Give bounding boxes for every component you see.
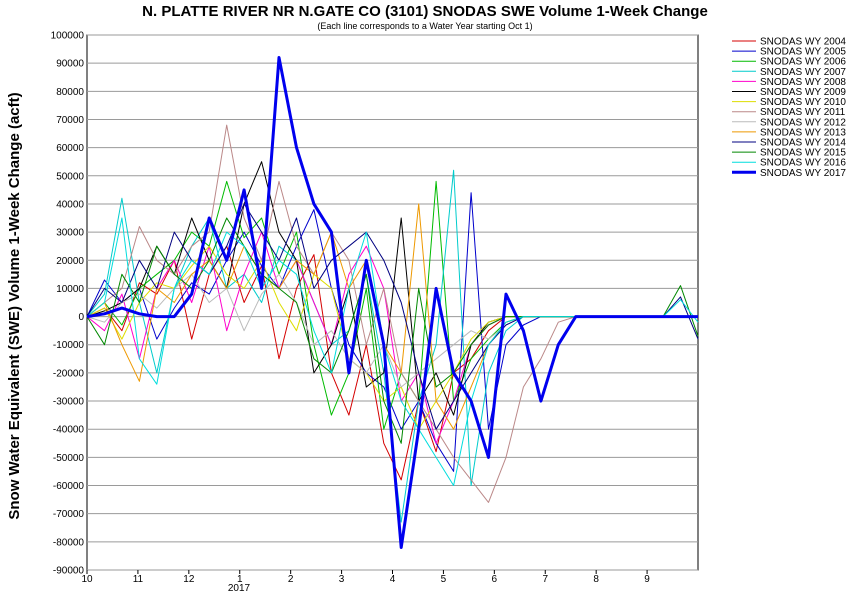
chart-subtitle: (Each line corresponds to a Water Year s… bbox=[317, 21, 532, 31]
x-tick-label: 10 bbox=[81, 574, 93, 585]
x-tick-label: 12 bbox=[183, 574, 195, 585]
x-tick-label: 2 bbox=[288, 574, 294, 585]
y-tick-label: -30000 bbox=[53, 397, 85, 408]
y-tick-label: 90000 bbox=[56, 59, 84, 70]
y-tick-label: 60000 bbox=[56, 143, 84, 154]
legend-entry: SNODAS WY 2011 bbox=[760, 107, 846, 118]
legend-entry: SNODAS WY 2010 bbox=[760, 97, 846, 108]
series-lines bbox=[86, 56, 699, 549]
x-tick-label: 9 bbox=[644, 574, 650, 585]
x-tick-label: 3 bbox=[339, 574, 345, 585]
series-line-wy-2017 bbox=[86, 56, 698, 549]
legend-entry: SNODAS WY 2015 bbox=[760, 148, 846, 159]
legend-entry: SNODAS WY 2006 bbox=[760, 57, 846, 68]
x-tick-label: 7 bbox=[542, 574, 548, 585]
legend-entry: SNODAS WY 2008 bbox=[760, 77, 846, 88]
y-tick-label: 10000 bbox=[56, 284, 84, 295]
y-tick-label: 70000 bbox=[56, 115, 84, 126]
y-tick-label: -80000 bbox=[53, 537, 85, 548]
y-tick-label: -10000 bbox=[53, 340, 85, 351]
legend-entry: SNODAS WY 2012 bbox=[760, 117, 846, 128]
y-tick-label: -90000 bbox=[53, 566, 85, 577]
x-tick-label: 8 bbox=[593, 574, 599, 585]
y-tick-label: -40000 bbox=[53, 425, 85, 436]
legend-entry: SNODAS WY 2004 bbox=[760, 37, 846, 48]
y-tick-label: -20000 bbox=[53, 368, 85, 379]
y-axis-label: Snow Water Equivalent (SWE) Volume 1-Wee… bbox=[6, 92, 23, 519]
y-tick-label: -50000 bbox=[53, 453, 85, 464]
plot-area bbox=[86, 34, 699, 571]
y-tick-label: -70000 bbox=[53, 509, 85, 520]
x-tick-label: 11 bbox=[133, 574, 144, 585]
y-tick-label: 80000 bbox=[56, 87, 84, 98]
y-tick-label: 100000 bbox=[51, 31, 85, 42]
x-axis-year-label: 2017 bbox=[228, 583, 251, 594]
x-tick-label: 1 bbox=[237, 574, 243, 585]
legend-entry: SNODAS WY 2017 bbox=[760, 168, 846, 179]
legend-entry: SNODAS WY 2014 bbox=[760, 138, 846, 149]
y-axis-ticks: 1000009000080000700006000050000400003000… bbox=[51, 31, 85, 577]
y-tick-label: 40000 bbox=[56, 199, 84, 210]
y-tick-label: -60000 bbox=[53, 481, 85, 492]
x-tick-label: 6 bbox=[492, 574, 498, 585]
y-tick-label: 50000 bbox=[56, 171, 84, 182]
legend-entry: SNODAS WY 2007 bbox=[760, 67, 846, 78]
y-tick-label: 0 bbox=[78, 312, 84, 323]
legend-entry: SNODAS WY 2009 bbox=[760, 87, 846, 98]
x-tick-label: 4 bbox=[390, 574, 396, 585]
legend-entry: SNODAS WY 2013 bbox=[760, 127, 846, 138]
grid-lines bbox=[87, 34, 698, 571]
chart-title: N. PLATTE RIVER NR N.GATE CO (3101) SNOD… bbox=[142, 3, 708, 20]
y-tick-label: 30000 bbox=[56, 228, 84, 239]
y-tick-label: 20000 bbox=[56, 256, 84, 267]
legend-entry: SNODAS WY 2016 bbox=[760, 158, 846, 169]
legend-entry: SNODAS WY 2005 bbox=[760, 47, 846, 58]
x-axis-ticks: 10 11 12 1 2 3 4 5 6 7 8 9 bbox=[81, 570, 650, 585]
x-tick-label: 5 bbox=[441, 574, 447, 585]
